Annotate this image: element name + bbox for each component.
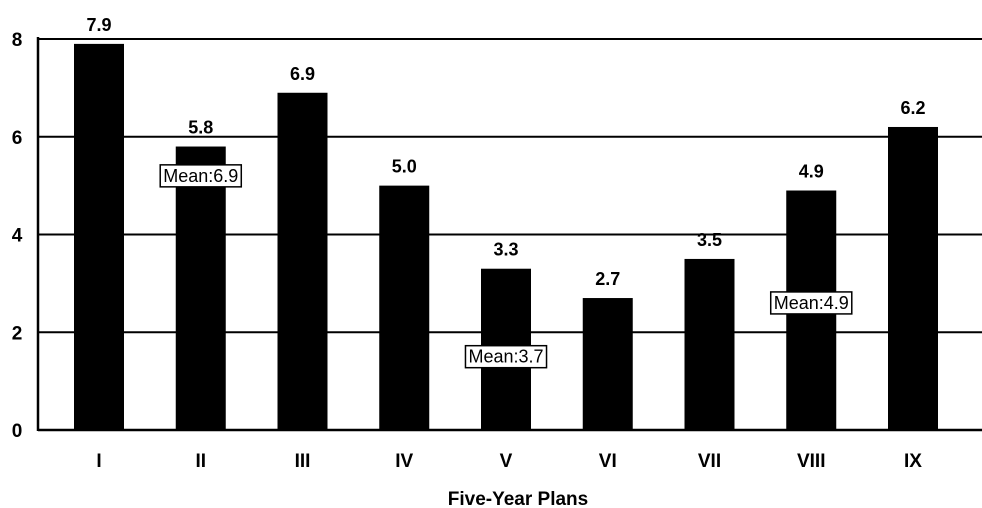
y-tick-labels: 0 2 4 6 8	[12, 30, 23, 442]
data-label: 6.2	[900, 98, 925, 118]
x-tick-label: I	[96, 451, 101, 472]
data-label: 4.9	[799, 162, 824, 182]
x-tick-label: VIII	[797, 451, 826, 472]
data-label: 5.0	[392, 157, 417, 177]
x-tick-label: V	[500, 451, 513, 472]
x-tick-labels: I II III IV V VI VII VIII IX	[96, 451, 922, 472]
data-label: 2.7	[595, 269, 620, 289]
x-tick-label: III	[295, 451, 311, 472]
mean-annotation: Mean:4.9	[769, 291, 853, 315]
data-label: 6.9	[290, 64, 315, 84]
mean-annotation-box	[159, 164, 243, 188]
bar	[74, 43, 124, 430]
mean-annotation-box	[769, 291, 853, 315]
x-tick-label: IX	[904, 451, 922, 472]
bar	[277, 92, 328, 430]
bar	[582, 298, 633, 430]
x-axis-title: Five-Year Plans	[448, 489, 588, 508]
data-label: 3.3	[493, 240, 518, 260]
y-tick-label: 4	[12, 226, 23, 247]
bar	[684, 258, 735, 430]
x-tick-label: VII	[698, 451, 721, 472]
mean-annotations: Mean:6.9 Mean:3.7 Mean:4.9	[159, 164, 853, 369]
mean-annotation: Mean:6.9	[159, 164, 243, 188]
mean-annotation: Mean:3.7	[464, 344, 548, 369]
mean-annotation-box	[464, 344, 548, 369]
mean-annotation-label: Mean:4.9	[774, 293, 849, 313]
data-label: 3.5	[697, 230, 722, 250]
bars	[74, 43, 938, 430]
y-tick-label: 2	[12, 323, 23, 344]
y-tick-label: 6	[12, 128, 23, 149]
y-tick-label: 0	[12, 421, 23, 442]
axes	[36, 37, 982, 432]
x-tick-label: II	[195, 451, 206, 472]
x-tick-label: VI	[599, 451, 617, 472]
bar	[888, 126, 938, 430]
data-labels: 7.9 5.8 6.9 5.0 3.3 2.7 3.5 4.9 6.2	[86, 15, 925, 289]
data-label: 7.9	[86, 15, 111, 35]
mean-annotation-label: Mean:6.9	[163, 166, 238, 186]
bar	[379, 185, 430, 430]
mean-annotation-label: Mean:3.7	[468, 347, 543, 367]
x-tick-label: IV	[395, 451, 413, 472]
y-tick-label: 8	[12, 30, 23, 51]
bar	[175, 146, 226, 430]
data-label: 5.8	[188, 118, 213, 138]
